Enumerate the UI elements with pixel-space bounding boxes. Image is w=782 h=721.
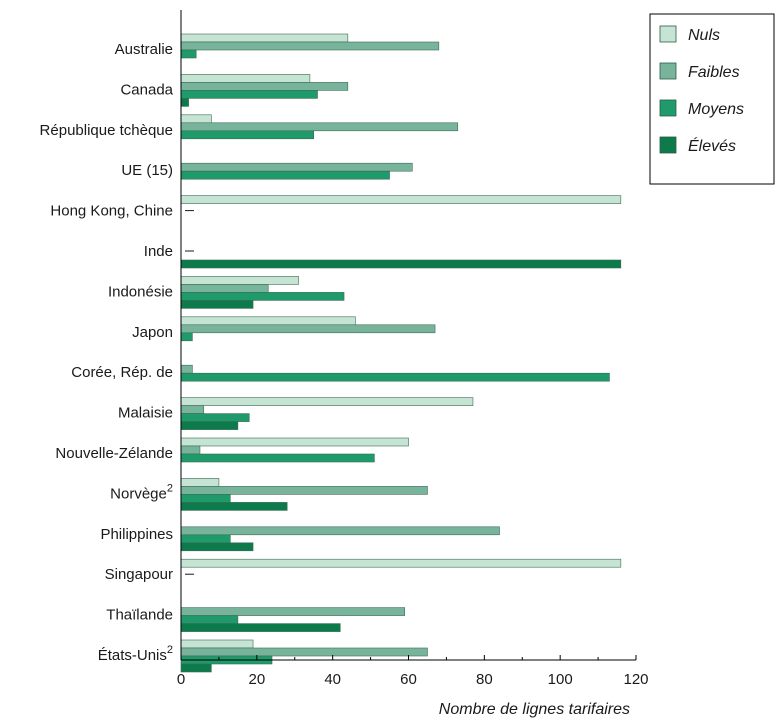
- category-label-thailande: Thaïlande: [106, 607, 173, 624]
- category-name-norvege: Norvège: [110, 485, 167, 502]
- bar-canada-moyens: [180, 90, 318, 99]
- legend: Nuls Faibles Moyens Élevés: [649, 13, 775, 185]
- bar-malaisie-moyens: [180, 413, 250, 422]
- bar-etats-unis-faibles: [180, 647, 428, 657]
- bar-australie-faibles: [180, 41, 440, 51]
- bar-japon-faibles: [180, 324, 436, 334]
- category-labels: Australie Canada République tchèque UE (15)…: [40, 41, 174, 664]
- bar-republique-tcheque-nuls: [180, 114, 212, 124]
- category-name-republique-tcheque: République tchèque: [40, 122, 173, 139]
- bar-japon-moyens: [180, 332, 193, 342]
- bar-indonesie-eleves: [180, 300, 254, 309]
- category-label-malaisie: Malaisie: [118, 405, 173, 422]
- category-label-singapour: Singapour: [105, 566, 173, 583]
- category-label-japon: Japon: [132, 324, 173, 341]
- category-name-singapour: Singapour: [105, 566, 173, 583]
- bar-canada-faibles: [180, 82, 349, 91]
- bar-thailande-moyens: [180, 615, 239, 624]
- bar-etats-unis-eleves: [180, 663, 212, 673]
- x-tick-label-0: 0: [177, 671, 185, 688]
- x-axis-title: Nombre de lignes tarifaires: [439, 701, 630, 718]
- bar-indonesie-faibles: [180, 284, 269, 293]
- x-tick-label-120: 120: [623, 671, 648, 688]
- bar-etats-unis-nuls: [180, 639, 254, 649]
- bar-ue-15-moyens: [180, 170, 390, 180]
- category-label-norvege: Norvège2: [110, 482, 173, 502]
- bar-nouvelle-zelande-faibles: [180, 445, 201, 455]
- bar-inde-eleves: [180, 259, 622, 269]
- bar-norvege-nuls: [180, 478, 220, 487]
- category-label-hong-kong-chine: Hong Kong, Chine: [50, 203, 173, 220]
- category-name-malaisie: Malaisie: [118, 405, 173, 422]
- category-label-etats-unis: États-Unis2: [98, 644, 173, 664]
- bar-malaisie-nuls: [180, 397, 474, 406]
- bar-republique-tcheque-moyens: [180, 130, 315, 140]
- legend-label-faibles: Faibles: [688, 64, 740, 81]
- category-name-nouvelle-zelande: Nouvelle-Zélande: [55, 445, 173, 462]
- x-tick-label-40: 40: [324, 671, 341, 688]
- legend-swatch-nuls: [659, 25, 677, 43]
- category-footnote-norvege: 2: [167, 482, 173, 494]
- category-label-coree-rep-de: Corée, Rép. de: [71, 364, 173, 381]
- category-label-republique-tcheque: République tchèque: [40, 122, 173, 139]
- category-name-canada: Canada: [120, 81, 173, 98]
- category-name-ue-15: UE (15): [121, 162, 173, 179]
- bar-malaisie-faibles: [180, 405, 205, 414]
- category-name-inde: Inde: [144, 243, 173, 260]
- x-tick-label-60: 60: [400, 671, 417, 688]
- bar-philippines-eleves: [180, 542, 254, 552]
- category-name-philippines: Philippines: [100, 526, 173, 543]
- bar-republique-tcheque-faibles: [180, 122, 459, 132]
- bar-indonesie-moyens: [180, 292, 345, 301]
- legend-label-moyens: Moyens: [688, 101, 744, 118]
- bar-indonesie-nuls: [180, 276, 299, 285]
- bar-nouvelle-zelande-moyens: [180, 453, 375, 463]
- category-name-coree-rep-de: Corée, Rép. de: [71, 364, 173, 381]
- category-name-japon: Japon: [132, 324, 173, 341]
- bar-nouvelle-zelande-nuls: [180, 437, 409, 447]
- category-label-australie: Australie: [115, 41, 173, 58]
- x-tick-label-20: 20: [248, 671, 265, 688]
- bar-coree-rep-de-faibles: [180, 364, 193, 374]
- bar-norvege-faibles: [180, 486, 428, 495]
- x-tick-label-80: 80: [476, 671, 493, 688]
- category-name-thailande: Thaïlande: [106, 607, 173, 624]
- category-name-australie: Australie: [115, 41, 173, 58]
- category-label-inde: Inde: [144, 243, 173, 260]
- bar-philippines-faibles: [180, 526, 500, 536]
- category-name-indonesie: Indonésie: [108, 283, 173, 300]
- bar-norvege-moyens: [180, 494, 231, 503]
- legend-swatch-eleves: [659, 136, 677, 154]
- category-label-ue-15: UE (15): [121, 162, 173, 179]
- category-label-philippines: Philippines: [100, 526, 173, 543]
- bar-canada-eleves: [180, 98, 189, 107]
- bar-ue-15-faibles: [180, 162, 413, 172]
- legend-label-nuls: Nuls: [688, 27, 720, 44]
- category-label-canada: Canada: [120, 81, 173, 98]
- bar-japon-nuls: [180, 316, 356, 326]
- bar-malaisie-eleves: [180, 421, 239, 430]
- bar-singapour-nuls: [180, 558, 622, 568]
- bar-canada-nuls: [180, 74, 311, 83]
- bar-thailande-eleves: [180, 623, 341, 632]
- bar-coree-rep-de-moyens: [180, 372, 610, 382]
- bar-australie-moyens: [180, 49, 197, 59]
- legend-swatch-moyens: [659, 99, 677, 117]
- bar-australie-nuls: [180, 33, 349, 43]
- category-label-nouvelle-zelande: Nouvelle-Zélande: [55, 445, 173, 462]
- bars-group: [180, 33, 622, 673]
- bar-philippines-moyens: [180, 534, 231, 544]
- legend-label-eleves: Élevés: [688, 136, 736, 155]
- bar-norvege-eleves: [180, 502, 288, 511]
- category-footnote-etats-unis: 2: [167, 644, 173, 656]
- category-label-indonesie: Indonésie: [108, 283, 173, 300]
- bar-hong-kong-chine-nuls: [180, 195, 622, 204]
- bar-thailande-faibles: [180, 607, 406, 616]
- x-tick-label-100: 100: [548, 671, 573, 688]
- x-ticks: 0 20 40 60 80 100 120: [177, 655, 649, 688]
- category-name-hong-kong-chine: Hong Kong, Chine: [50, 203, 173, 220]
- category-name-etats-unis: États-Unis: [98, 647, 167, 664]
- legend-swatch-faibles: [659, 62, 677, 80]
